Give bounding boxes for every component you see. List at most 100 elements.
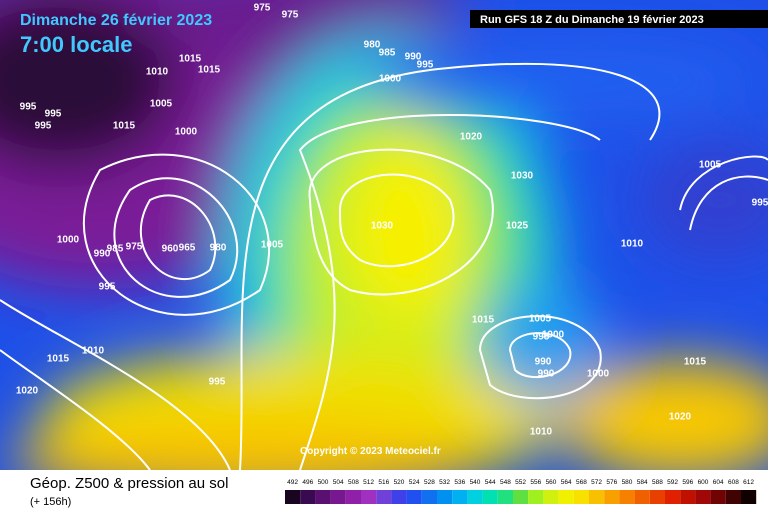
isobar-label: 1000 — [542, 330, 565, 341]
scale-label: 584 — [637, 479, 648, 486]
scale-label: 592 — [667, 479, 678, 486]
scale-swatch — [315, 490, 331, 504]
date: Dimanche 26 février 2023 — [20, 12, 212, 29]
scale-swatch — [330, 490, 346, 504]
scale-label: 560 — [546, 479, 557, 486]
isobar-label: 1015 — [472, 315, 495, 326]
isobar-label: 1005 — [699, 160, 722, 171]
scale-swatch — [285, 490, 301, 504]
isobar-label: 1010 — [530, 427, 553, 438]
scale-swatch — [634, 490, 650, 504]
scale-swatch — [695, 490, 711, 504]
scale-label: 492 — [287, 479, 298, 486]
scale-swatch — [589, 490, 605, 504]
isobar-label: 980 — [364, 40, 381, 51]
isobar-label: 995 — [533, 332, 550, 343]
scale-swatch — [467, 490, 483, 504]
scale-swatch — [406, 490, 422, 504]
isobar-label: 1020 — [16, 386, 39, 397]
isobar-label: 990 — [535, 357, 552, 368]
scale-swatch — [300, 490, 316, 504]
scale-swatch — [573, 490, 589, 504]
scale-swatch — [437, 490, 453, 504]
isobar-label: 990 — [94, 249, 111, 260]
scale-swatch — [528, 490, 544, 504]
scale-swatch — [558, 490, 574, 504]
isobar-label: 965 — [179, 243, 196, 254]
isobar-label: 995 — [99, 282, 116, 293]
isobar-label: 985 — [379, 48, 396, 59]
scale-swatch — [376, 490, 392, 504]
scale-label: 608 — [728, 479, 739, 486]
scale-swatch — [482, 490, 498, 504]
scale-label: 576 — [606, 479, 617, 486]
isobar-label: 960 — [162, 244, 179, 255]
scale-swatch — [391, 490, 407, 504]
scale-swatch — [361, 490, 377, 504]
scale-label: 548 — [500, 479, 511, 486]
scale-label: 596 — [682, 479, 693, 486]
isobar-label: 1015 — [179, 54, 202, 65]
isobar-label: 1020 — [669, 412, 692, 423]
scale-label: 544 — [485, 479, 496, 486]
scale-label: 572 — [591, 479, 602, 486]
scale-label: 600 — [698, 479, 709, 486]
field — [0, 0, 768, 470]
isobar-label: 990 — [405, 52, 422, 63]
isobar-label: 1015 — [684, 357, 707, 368]
isobar-label: 1000 — [379, 74, 402, 85]
scale-label: 564 — [561, 479, 572, 486]
isobar-label: 990 — [538, 369, 555, 380]
isobar-label: 1005 — [150, 99, 173, 110]
run-info: Run GFS 18 Z du Dimanche 19 février 2023 — [480, 14, 704, 26]
scale-label: 536 — [454, 479, 465, 486]
isobar-label: 1015 — [198, 65, 221, 76]
isobar-label: 1010 — [146, 67, 169, 78]
isobar-label: 1015 — [47, 354, 70, 365]
isobar-label: 1010 — [82, 346, 105, 357]
scale-label: 524 — [409, 479, 420, 486]
scale-swatch — [680, 490, 696, 504]
scale-swatch — [665, 490, 681, 504]
isobar-label: 1000 — [587, 369, 610, 380]
scale-swatch — [452, 490, 468, 504]
scale-label: 568 — [576, 479, 587, 486]
scale-label: 512 — [363, 479, 374, 486]
isobar-label: 995 — [35, 121, 52, 132]
scale-label: 580 — [622, 479, 633, 486]
scale-swatch — [604, 490, 620, 504]
isobar-label: 1015 — [113, 121, 136, 132]
run-banner — [470, 10, 768, 28]
footer-title: Géop. Z500 & pression au sol — [30, 475, 228, 492]
isobar-label: 995 — [45, 109, 62, 120]
scale-label: 520 — [394, 479, 405, 486]
scale-swatch — [710, 490, 726, 504]
isobar-label: 1020 — [460, 132, 483, 143]
scale-label: 516 — [378, 479, 389, 486]
isobar-label: 1030 — [371, 221, 394, 232]
isobar-label: 980 — [210, 243, 227, 254]
scale-label: 552 — [515, 479, 526, 486]
color-scale: 492 496 500 504 508 512 516 520 524 528 532 536 540 5… — [285, 479, 757, 504]
scale-swatch — [543, 490, 559, 504]
isobar-label: 1000 — [57, 235, 80, 246]
isobar-label: 995 — [209, 377, 226, 388]
isobar-label: 975 — [254, 3, 271, 14]
scale-label: 588 — [652, 479, 663, 486]
scale-swatch — [513, 490, 529, 504]
isobar-label: 1005 — [529, 314, 552, 325]
scale-label: 532 — [439, 479, 450, 486]
scale-label: 496 — [302, 479, 313, 486]
footer-lead: (+ 156h) — [30, 496, 71, 508]
isobar-label: 975 — [126, 242, 143, 253]
isobar-label: 995 — [752, 198, 768, 209]
scale-label: 528 — [424, 479, 435, 486]
scale-label: 508 — [348, 479, 359, 486]
scale-label: 540 — [470, 479, 481, 486]
scale-swatch — [649, 490, 665, 504]
scale-label: 500 — [318, 479, 329, 486]
isobar-label: 985 — [107, 244, 124, 255]
scale-label: 504 — [333, 479, 344, 486]
